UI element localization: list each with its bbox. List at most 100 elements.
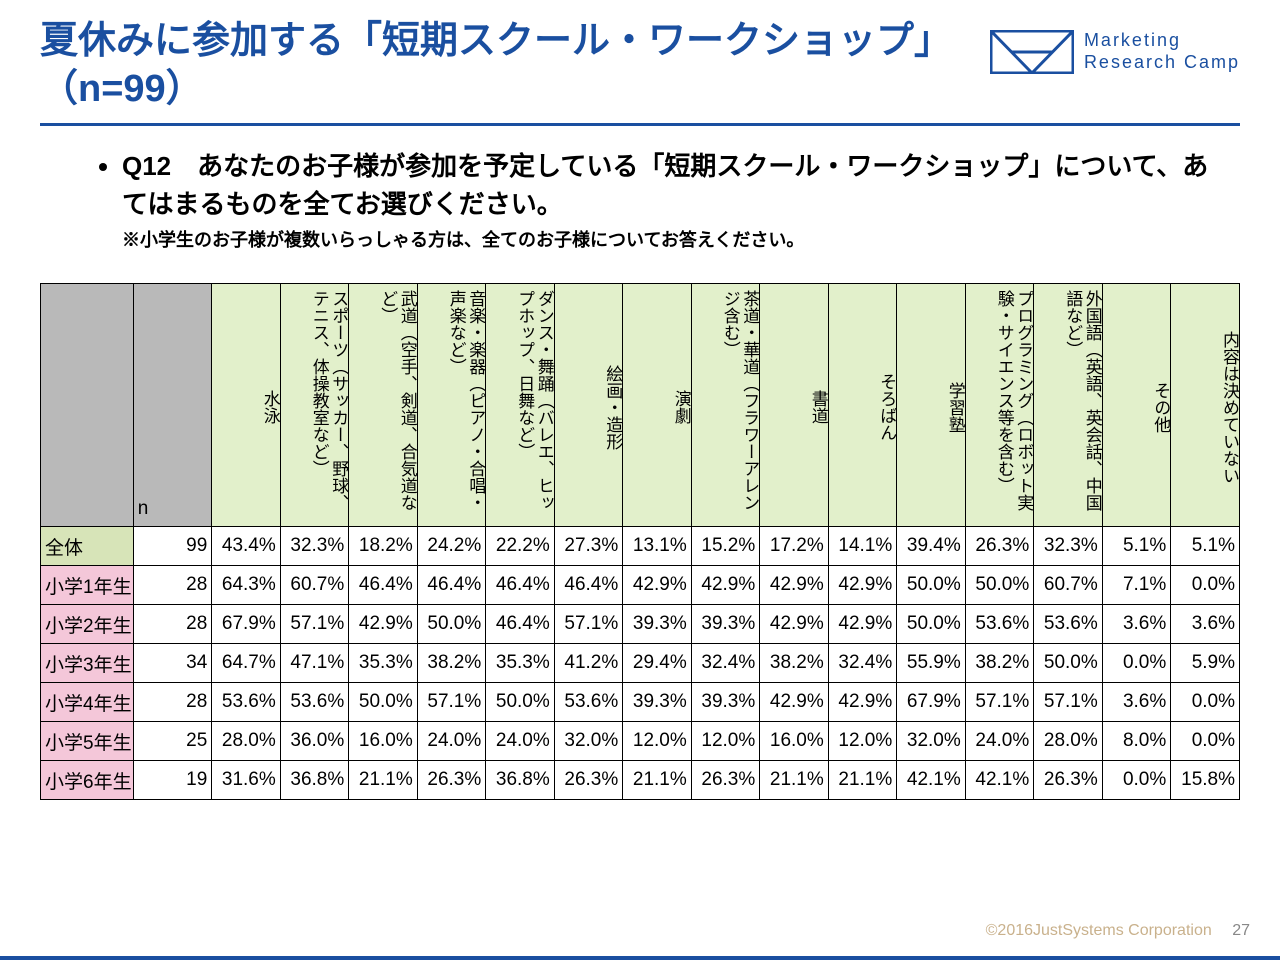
data-cell: 36.0% xyxy=(280,722,349,761)
data-cell: 50.0% xyxy=(486,683,555,722)
data-cell: 32.4% xyxy=(828,644,897,683)
data-cell: 21.1% xyxy=(828,761,897,800)
column-header: プログラミング（ロボット実験・サイエンス等を含む） xyxy=(965,284,1034,527)
data-cell: 42.9% xyxy=(828,683,897,722)
data-cell: 32.0% xyxy=(897,722,966,761)
data-cell: 42.9% xyxy=(349,605,418,644)
data-cell: 38.2% xyxy=(965,644,1034,683)
data-cell: 46.4% xyxy=(554,566,623,605)
data-cell: 35.3% xyxy=(349,644,418,683)
data-cell: 8.0% xyxy=(1102,722,1171,761)
row-n: 28 xyxy=(133,566,212,605)
data-cell: 53.6% xyxy=(1034,605,1103,644)
logo-text-line2: Research Camp xyxy=(1084,52,1240,74)
data-cell: 42.9% xyxy=(691,566,760,605)
data-cell: 15.2% xyxy=(691,527,760,566)
data-cell: 5.1% xyxy=(1102,527,1171,566)
data-cell: 53.6% xyxy=(280,683,349,722)
row-n: 34 xyxy=(133,644,212,683)
data-cell: 47.1% xyxy=(280,644,349,683)
data-cell: 42.9% xyxy=(623,566,692,605)
data-cell: 38.2% xyxy=(760,644,829,683)
data-cell: 32.0% xyxy=(554,722,623,761)
column-header: そろばん xyxy=(828,284,897,527)
data-cell: 21.1% xyxy=(623,761,692,800)
data-cell: 42.9% xyxy=(828,566,897,605)
column-header: 内容は決めていない xyxy=(1171,284,1240,527)
data-cell: 14.1% xyxy=(828,527,897,566)
row-n: 19 xyxy=(133,761,212,800)
data-cell: 12.0% xyxy=(623,722,692,761)
data-cell: 7.1% xyxy=(1102,566,1171,605)
data-cell: 39.3% xyxy=(623,683,692,722)
data-cell: 3.6% xyxy=(1102,683,1171,722)
slide: 夏休みに参加する「短期スクール・ワークショップ」（n=99） Marketing… xyxy=(0,0,1280,960)
data-cell: 24.2% xyxy=(417,527,486,566)
data-cell: 24.0% xyxy=(486,722,555,761)
copyright-text: ©2016JustSystems Corporation xyxy=(986,922,1212,939)
data-cell: 43.4% xyxy=(212,527,281,566)
table-row: 小学5年生2528.0%36.0%16.0%24.0%24.0%32.0%12.… xyxy=(41,722,1240,761)
data-cell: 46.4% xyxy=(486,605,555,644)
data-cell: 26.3% xyxy=(691,761,760,800)
row-label: 小学4年生 xyxy=(41,683,134,722)
data-cell: 18.2% xyxy=(349,527,418,566)
data-cell: 50.0% xyxy=(417,605,486,644)
column-header: その他 xyxy=(1102,284,1171,527)
logo-text-line1: Marketing xyxy=(1084,30,1240,52)
data-cell: 53.6% xyxy=(554,683,623,722)
table-row: 全体9943.4%32.3%18.2%24.2%22.2%27.3%13.1%1… xyxy=(41,527,1240,566)
column-header: 武道（空手、剣道、合気道など） xyxy=(349,284,418,527)
column-header: 水泳 xyxy=(212,284,281,527)
data-cell: 0.0% xyxy=(1171,722,1240,761)
data-cell: 64.3% xyxy=(212,566,281,605)
data-cell: 50.0% xyxy=(965,566,1034,605)
data-cell: 46.4% xyxy=(349,566,418,605)
data-cell: 46.4% xyxy=(417,566,486,605)
table-row: 小学4年生2853.6%53.6%50.0%57.1%50.0%53.6%39.… xyxy=(41,683,1240,722)
data-cell: 26.3% xyxy=(554,761,623,800)
data-cell: 5.1% xyxy=(1171,527,1240,566)
data-cell: 0.0% xyxy=(1102,761,1171,800)
data-cell: 24.0% xyxy=(417,722,486,761)
data-cell: 39.4% xyxy=(897,527,966,566)
column-header: ダンス・舞踊（バレエ、ヒップホップ、日舞など） xyxy=(486,284,555,527)
data-cell: 42.9% xyxy=(760,605,829,644)
row-n: 99 xyxy=(133,527,212,566)
data-cell: 32.3% xyxy=(1034,527,1103,566)
data-cell: 41.2% xyxy=(554,644,623,683)
question-block: Q12 あなたのお子様が参加を予定している「短期スクール・ワークショップ」につい… xyxy=(100,148,1220,253)
data-cell: 57.1% xyxy=(554,605,623,644)
data-cell: 21.1% xyxy=(760,761,829,800)
row-label: 小学6年生 xyxy=(41,761,134,800)
column-header: 絵画・造形 xyxy=(554,284,623,527)
row-label: 小学1年生 xyxy=(41,566,134,605)
data-cell: 42.9% xyxy=(828,605,897,644)
data-cell: 55.9% xyxy=(897,644,966,683)
data-cell: 53.6% xyxy=(212,683,281,722)
question-text: Q12 あなたのお子様が参加を予定している「短期スクール・ワークショップ」につい… xyxy=(122,151,1208,219)
data-table-wrap: n水泳スポーツ（サッカー、野球、テニス、体操教室など）武道（空手、剣道、合気道な… xyxy=(40,283,1240,800)
data-cell: 50.0% xyxy=(349,683,418,722)
data-cell: 5.9% xyxy=(1171,644,1240,683)
data-cell: 42.9% xyxy=(760,566,829,605)
data-cell: 27.3% xyxy=(554,527,623,566)
data-cell: 15.8% xyxy=(1171,761,1240,800)
data-cell: 60.7% xyxy=(1034,566,1103,605)
data-cell: 29.4% xyxy=(623,644,692,683)
data-cell: 50.0% xyxy=(1034,644,1103,683)
slide-title: 夏休みに参加する「短期スクール・ワークショップ」（n=99） xyxy=(40,18,990,113)
column-header: 学習塾 xyxy=(897,284,966,527)
data-cell: 46.4% xyxy=(486,566,555,605)
slide-footer: ©2016JustSystems Corporation 27 xyxy=(986,922,1250,940)
n-column-header: n xyxy=(133,284,212,527)
data-cell: 26.3% xyxy=(417,761,486,800)
data-cell: 39.3% xyxy=(691,683,760,722)
row-label: 小学5年生 xyxy=(41,722,134,761)
page-number: 27 xyxy=(1232,922,1250,939)
data-cell: 67.9% xyxy=(897,683,966,722)
column-header: 外国語（英語、英会話、中国語など） xyxy=(1034,284,1103,527)
data-cell: 3.6% xyxy=(1171,605,1240,644)
data-cell: 32.4% xyxy=(691,644,760,683)
data-cell: 39.3% xyxy=(623,605,692,644)
